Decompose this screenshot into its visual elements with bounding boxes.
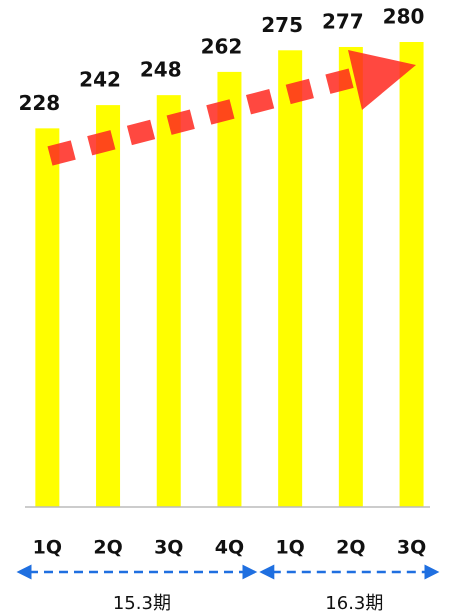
bar bbox=[278, 50, 303, 508]
group-label: 15.3期 bbox=[113, 593, 171, 614]
bar bbox=[217, 71, 242, 508]
x-tick-label: 3Q bbox=[154, 537, 183, 559]
x-tick-label: 3Q bbox=[397, 537, 426, 559]
value-label: 277 bbox=[322, 9, 364, 33]
value-label: 280 bbox=[383, 5, 425, 29]
x-tick-label: 2Q bbox=[336, 537, 365, 559]
bar bbox=[338, 46, 363, 507]
value-label: 242 bbox=[79, 68, 121, 92]
bar bbox=[96, 105, 121, 507]
trend-arrow bbox=[47, 50, 416, 166]
bar bbox=[35, 128, 60, 507]
group-label: 16.3期 bbox=[325, 593, 383, 614]
x-tick-label: 1Q bbox=[275, 537, 304, 559]
x-tick-label: 2Q bbox=[93, 537, 122, 559]
x-tick-label: 1Q bbox=[33, 537, 62, 559]
value-label: 262 bbox=[201, 34, 243, 58]
value-label: 228 bbox=[18, 91, 60, 115]
value-label: 275 bbox=[261, 13, 303, 37]
value-label: 248 bbox=[140, 58, 182, 82]
bar bbox=[399, 42, 424, 507]
x-tick-label: 4Q bbox=[215, 537, 244, 559]
bar bbox=[156, 95, 181, 508]
